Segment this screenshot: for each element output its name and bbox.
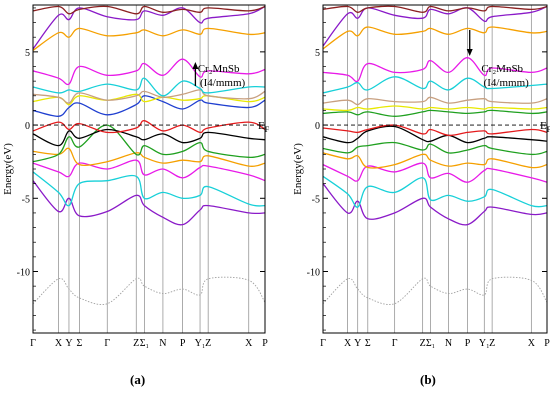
- band-line: [33, 5, 265, 15]
- fermi-subscript: F: [265, 125, 270, 134]
- panel-title: Cr₂MnSb: [198, 63, 240, 75]
- band-line: [323, 162, 547, 183]
- band-line: [323, 96, 547, 106]
- band-line: [33, 89, 265, 104]
- kpoint-label: Y₁: [195, 338, 206, 349]
- arrow-head: [192, 62, 199, 69]
- ytick-label: 5: [25, 48, 30, 59]
- kpoint-label: X: [55, 338, 63, 349]
- band-line: [33, 171, 265, 207]
- band-line: [323, 183, 547, 226]
- band-line: [33, 180, 265, 226]
- panel-space-group: (I4/mmm): [484, 77, 530, 89]
- band-line: [323, 125, 547, 144]
- band-line: [33, 58, 265, 86]
- ytick-label: -5: [22, 194, 30, 205]
- band-line: [33, 120, 265, 134]
- kpoint-label: Z: [420, 338, 426, 349]
- caption-b: (b): [420, 372, 436, 387]
- fermi-subscript: F: [547, 125, 550, 134]
- band-line: [33, 276, 265, 305]
- kpoint-label: N: [159, 338, 166, 349]
- kpoint-label: Σ₁: [140, 338, 149, 349]
- panel-title: Cr₂MnSb: [481, 63, 523, 75]
- panel-frame: [32, 4, 266, 334]
- up-arrow-icon: [192, 62, 199, 86]
- down-arrow-icon: [466, 30, 473, 56]
- kpoint-label: Z: [133, 338, 139, 349]
- kpoint-label: Σ: [76, 338, 82, 349]
- band-line: [323, 5, 547, 47]
- ytick-label: -5: [312, 194, 320, 205]
- band-line: [323, 124, 547, 136]
- kpoint-label: Y: [354, 338, 361, 349]
- band-line: [323, 57, 547, 83]
- kpoint-label: N: [445, 338, 452, 349]
- band-line: [33, 124, 265, 163]
- band-line: [33, 5, 265, 50]
- panel-space-group: (I4/mmm): [200, 77, 246, 89]
- kpoint-label: Y₁: [479, 338, 490, 349]
- band-line: [33, 128, 265, 147]
- ytick-label: 0: [25, 121, 30, 132]
- kpoint-label: X: [344, 338, 352, 349]
- band-line: [323, 141, 547, 156]
- band-line: [33, 159, 265, 182]
- bands-group: [33, 5, 265, 305]
- band-line: [323, 276, 547, 305]
- band-line: [323, 105, 547, 112]
- band-line: [323, 26, 547, 50]
- arrow-head: [466, 49, 473, 56]
- band-line: [323, 76, 547, 94]
- kpoint-label: X: [245, 338, 253, 349]
- ytick-label: -10: [307, 268, 320, 279]
- kpoint-label: X: [528, 338, 536, 349]
- kpoint-label: P: [180, 338, 186, 349]
- ytick-label: 5: [315, 48, 320, 59]
- kpoint-label: Γ: [320, 338, 326, 349]
- kpoint-label: Γ: [30, 338, 36, 349]
- kpoint-label: Y: [65, 338, 72, 349]
- band-line: [323, 5, 547, 13]
- kpoint-label: Γ: [104, 338, 110, 349]
- fermi-label: EF: [540, 120, 550, 134]
- kpoint-label: P: [465, 338, 471, 349]
- band-line: [33, 27, 265, 51]
- panel-frame: [322, 4, 548, 334]
- kpoint-label: P: [544, 338, 550, 349]
- kpoint-label: Γ: [392, 338, 398, 349]
- band-line: [33, 95, 265, 117]
- caption-a: (a): [130, 372, 146, 387]
- y-axis-label: Energy(eV): [2, 143, 14, 195]
- bands-group: [323, 5, 547, 305]
- kpoint-label: Z: [489, 338, 495, 349]
- kpoint-label: Σ: [365, 338, 371, 349]
- ytick-label: -10: [17, 268, 30, 279]
- y-axis-label: Energy(eV): [292, 143, 304, 195]
- kpoint-label: P: [262, 338, 268, 349]
- band-line: [323, 175, 547, 208]
- kpoint-label: Z: [205, 338, 211, 349]
- band-line: [33, 77, 265, 97]
- band-line: [323, 152, 547, 169]
- ytick-label: 0: [315, 121, 320, 132]
- fermi-label: EF: [258, 120, 270, 134]
- band-line: [33, 147, 265, 167]
- band-line: [323, 109, 547, 117]
- kpoint-label: Σ₁: [426, 338, 435, 349]
